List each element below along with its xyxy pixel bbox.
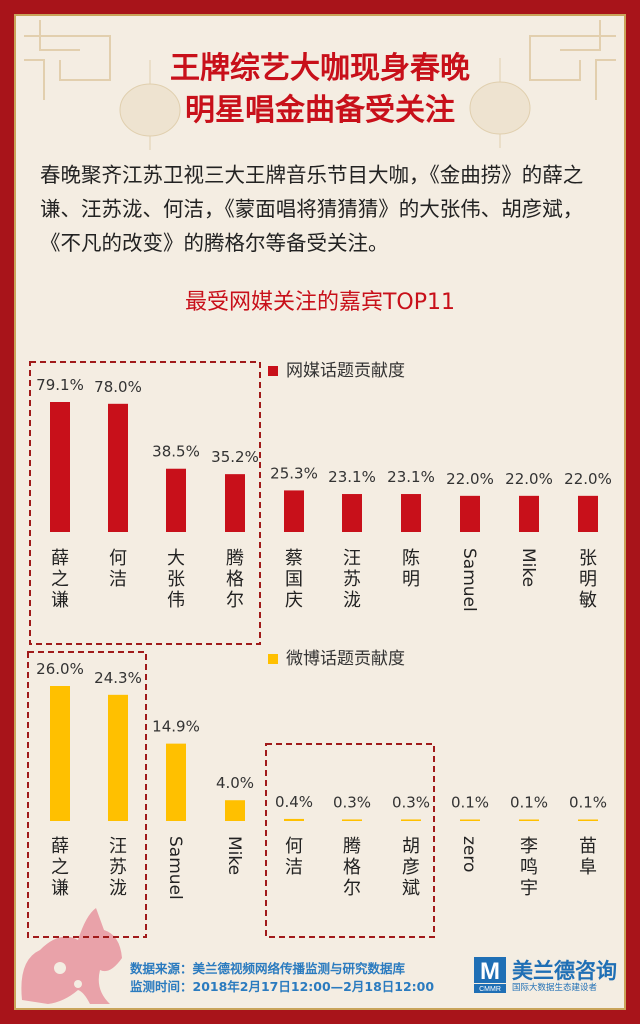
value-label-0-9: 22.0% [564, 470, 612, 488]
source-text: 数据来源：美兰德视频网络传播监测与研究数据库 [130, 961, 406, 976]
value-label-1-0: 26.0% [36, 660, 84, 678]
category-label-1-7: zero [459, 836, 479, 872]
bar-1-1 [108, 694, 128, 821]
category-label-0-9: 张明敏 [579, 548, 597, 611]
logo-mark-letter: M [480, 958, 500, 985]
lantern-icon [469, 58, 531, 148]
lantern-icon [119, 60, 181, 150]
value-label-0-0: 79.1% [36, 376, 84, 394]
category-label-0-1: 何洁 [109, 548, 127, 590]
category-label-0-8: Mike [518, 548, 538, 587]
category-label-0-5: 汪苏泷 [343, 548, 361, 611]
dog-papercut-icon [21, 908, 123, 1004]
value-label-0-5: 23.1% [328, 468, 376, 486]
bar-0-9 [578, 495, 598, 532]
lattice-ornament-left [24, 20, 111, 100]
logo-tagline: 国际大数据生态建设者 [512, 983, 598, 993]
bar-1-5 [342, 819, 362, 821]
category-label-0-0: 薛之谦 [51, 548, 69, 611]
bar-1-6 [401, 819, 421, 821]
highlight-box-1-0 [27, 651, 147, 938]
bar-1-9 [578, 819, 598, 821]
legend-swatch-1 [268, 654, 278, 664]
category-label-1-8: 李鸣宇 [520, 836, 538, 899]
title-line-1: 王牌综艺大咖现身春晚 [170, 51, 470, 86]
value-label-1-4: 0.4% [275, 793, 313, 811]
category-label-1-0: 薛之谦 [51, 836, 69, 899]
bar-0-7 [460, 495, 480, 532]
highlight-box-0-0 [29, 361, 261, 645]
bar-0-3 [225, 474, 245, 532]
category-label-0-4: 蔡国庆 [285, 548, 303, 611]
time-text: 监测时间：2018年2月17日12:00—2月18日12:00 [130, 979, 435, 994]
legend-label-0: 网媒话题贡献度 [286, 361, 405, 381]
bar-0-5 [342, 494, 362, 532]
category-label-1-4: 何洁 [285, 836, 303, 878]
intro-paragraph: 春晚聚齐江苏卫视三大王牌音乐节目大咖，《金曲捞》的薛之谦、汪苏泷、何洁，《蒙面唱… [40, 163, 584, 255]
category-label-0-2: 大张伟 [167, 548, 185, 611]
category-label-1-2: Samuel [165, 836, 185, 900]
value-label-0-4: 25.3% [270, 464, 318, 482]
category-label-1-1: 汪苏泷 [109, 836, 127, 899]
logo-name: 美兰德咨询 [512, 959, 617, 983]
value-label-0-7: 22.0% [446, 470, 494, 488]
bar-1-0 [50, 686, 70, 821]
legend-label-1: 微博话题贡献度 [286, 649, 405, 669]
value-label-0-3: 35.2% [211, 448, 259, 466]
company-logo: M CMMR 美兰德咨询 国际大数据生态建设者 [474, 955, 619, 997]
bar-0-1 [108, 403, 128, 532]
bar-1-4 [284, 818, 304, 821]
category-label-1-3: Mike [224, 836, 244, 875]
category-label-0-6: 陈明 [402, 548, 420, 590]
value-label-0-1: 78.0% [94, 378, 142, 396]
bar-1-8 [519, 819, 539, 821]
bar-0-2 [166, 468, 186, 532]
bar-1-7 [460, 819, 480, 821]
value-label-1-2: 14.9% [152, 718, 200, 736]
bar-0-6 [401, 494, 421, 532]
bar-1-2 [166, 743, 186, 821]
value-label-0-2: 38.5% [152, 443, 200, 461]
category-label-0-3: 腾格尔 [226, 548, 244, 611]
value-label-0-6: 23.1% [387, 468, 435, 486]
bar-0-0 [50, 402, 70, 532]
bar-1-3 [225, 800, 245, 821]
bar-0-4 [284, 490, 304, 532]
category-label-1-5: 腾格尔 [343, 836, 361, 899]
value-label-1-6: 0.3% [392, 793, 430, 811]
logo-mark-icon: M CMMR [474, 957, 506, 993]
category-label-0-7: Samuel [459, 548, 479, 612]
highlight-box-1-1 [265, 743, 435, 938]
value-label-1-9: 0.1% [569, 794, 607, 812]
footer: 数据来源：美兰德视频网络传播监测与研究数据库 监测时间：2018年2月17日12… [130, 960, 470, 996]
value-label-1-7: 0.1% [451, 794, 489, 812]
logo-sub: CMMR [479, 986, 501, 993]
legend-swatch-0 [268, 366, 278, 376]
category-label-1-9: 苗阜 [579, 836, 597, 878]
value-label-1-1: 24.3% [94, 669, 142, 687]
page-title: 王牌综艺大咖现身春晚 明星唱金曲备受关注 [0, 48, 640, 132]
lattice-ornament-right [529, 20, 616, 100]
value-label-1-5: 0.3% [333, 793, 371, 811]
title-line-2: 明星唱金曲备受关注 [185, 93, 455, 128]
value-label-1-8: 0.1% [510, 794, 548, 812]
value-label-1-3: 4.0% [216, 774, 254, 792]
category-label-1-6: 胡彦斌 [402, 836, 420, 899]
value-label-0-8: 22.0% [505, 470, 553, 488]
bar-0-8 [519, 495, 539, 532]
chart-subtitle: 最受网媒关注的嘉宾TOP11 [184, 290, 456, 315]
